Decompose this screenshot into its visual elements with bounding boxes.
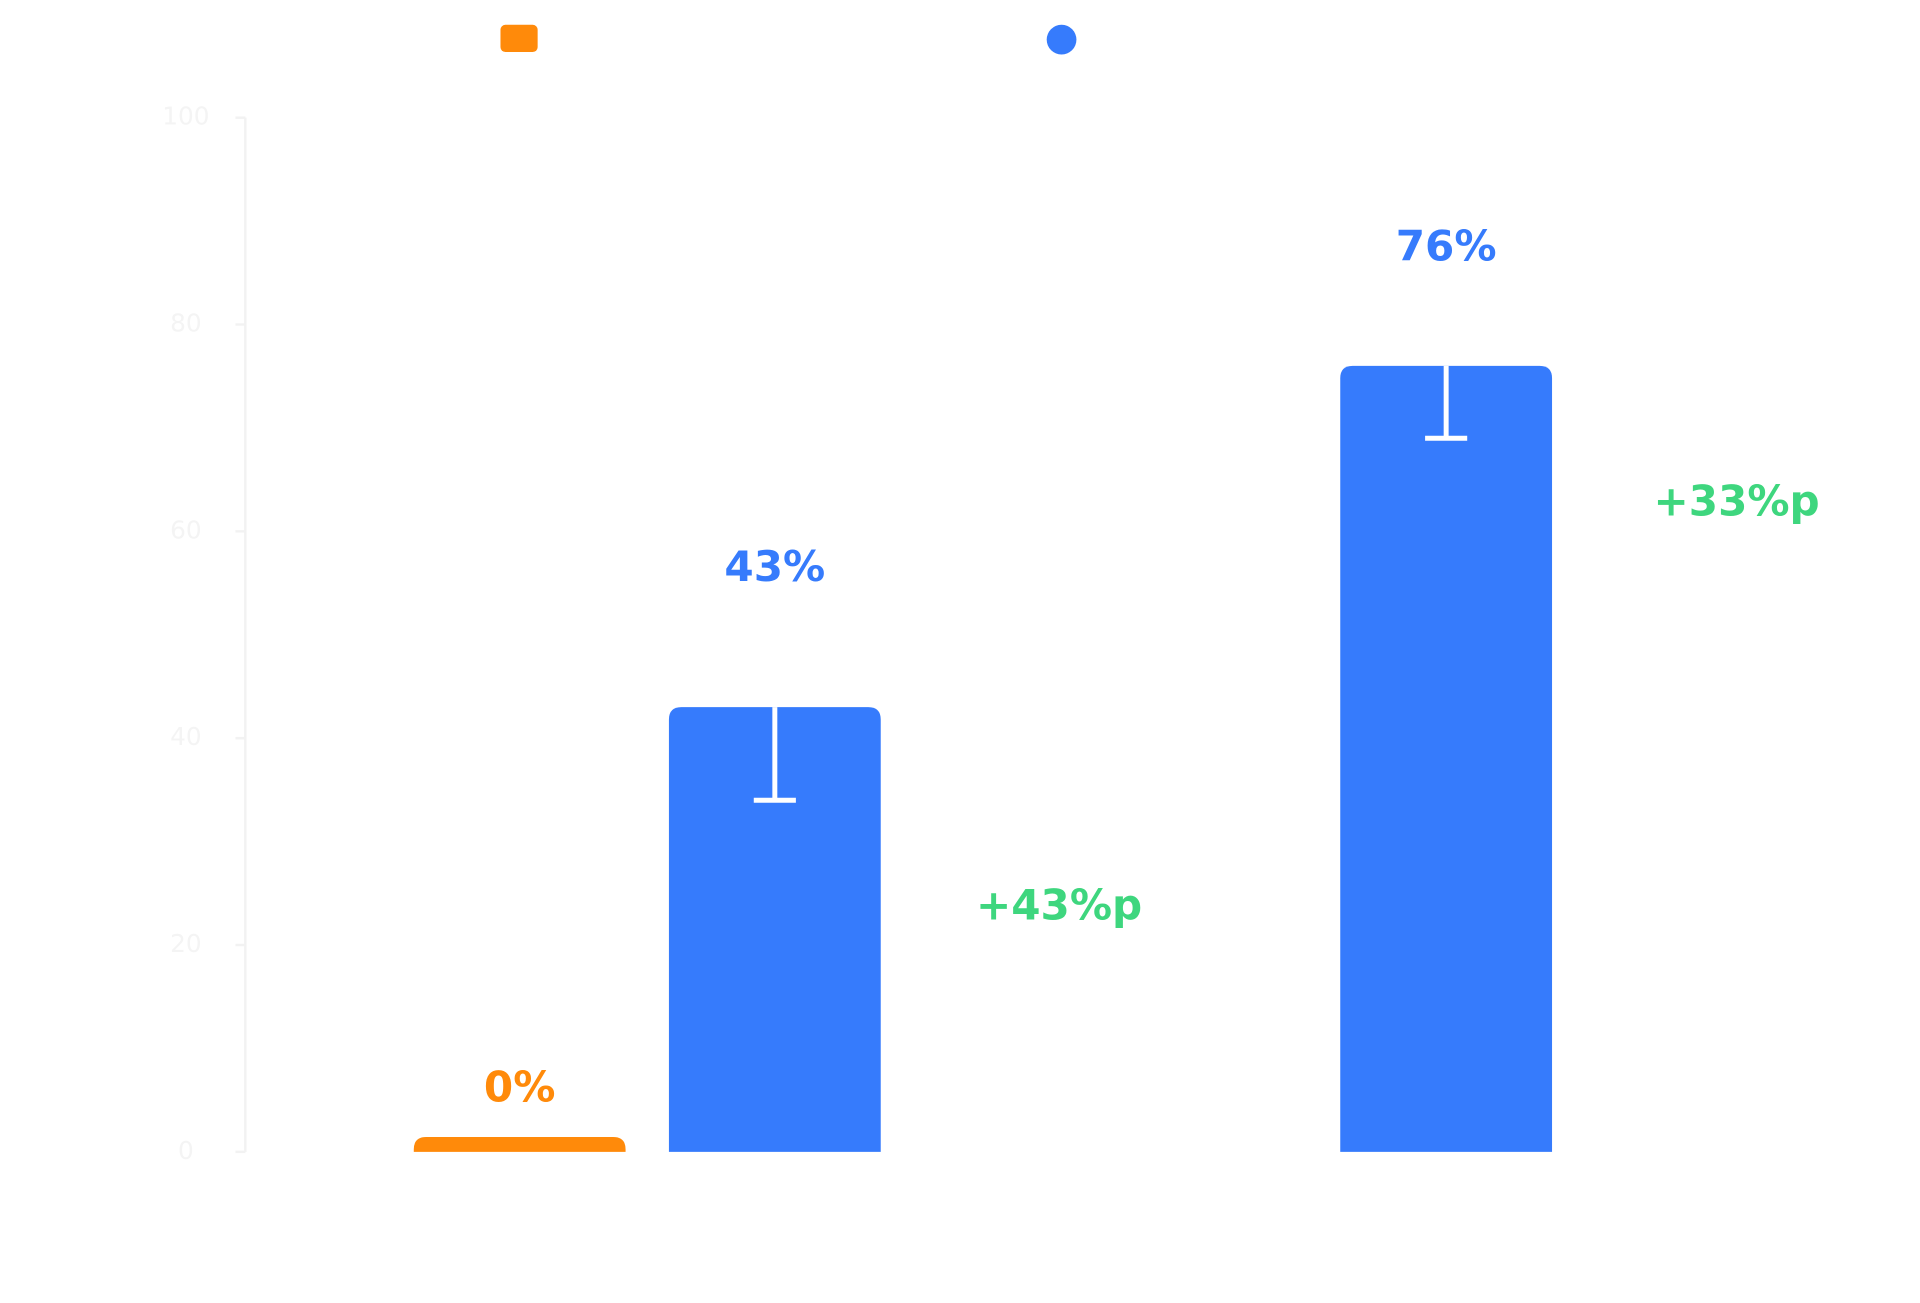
- legend-swatch: [500, 24, 538, 53]
- annotation: +33%p: [1653, 477, 1819, 526]
- value-label: 76%: [1396, 221, 1497, 270]
- bar: [1340, 365, 1553, 1152]
- y-tick-label: 80: [170, 309, 202, 338]
- bar: [413, 1137, 626, 1152]
- legend-swatch: [1046, 24, 1077, 55]
- bar: [668, 707, 881, 1152]
- error-bar: [753, 707, 796, 803]
- y-tick-label: 0: [178, 1136, 194, 1165]
- annotation: +43%p: [976, 880, 1142, 929]
- y-tick-label: 60: [170, 515, 202, 544]
- error-bar: [1425, 365, 1468, 441]
- value-label: 43%: [724, 542, 825, 591]
- y-tick-label: 100: [162, 102, 209, 131]
- y-tick-label: 40: [170, 722, 202, 751]
- value-label: 0%: [484, 1062, 555, 1111]
- y-tick-label: 20: [170, 929, 202, 958]
